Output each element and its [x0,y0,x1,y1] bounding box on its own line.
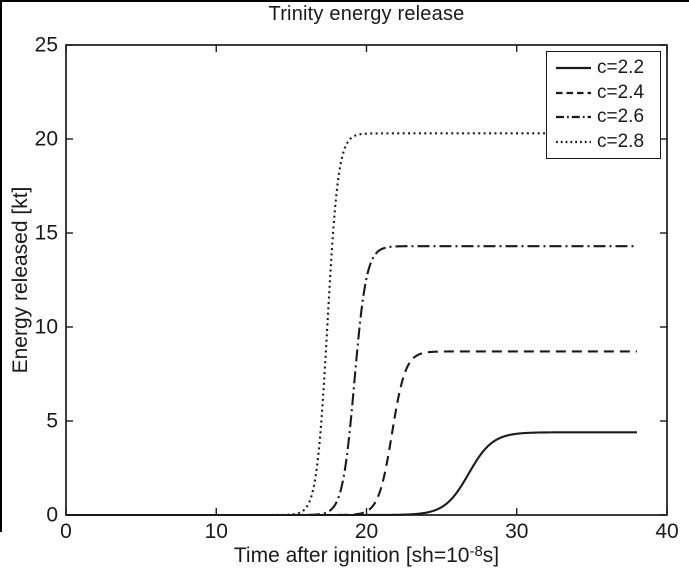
x-axis-label-exponent: -8 [469,543,483,560]
x-tick-label: 40 [655,520,679,543]
curve-c-2-6 [66,245,637,517]
image-border-left [0,0,2,532]
y-tick-label: 5 [46,409,58,433]
legend-entry: c=2.4 [555,82,656,104]
x-axis-label-suffix: s] [482,544,500,567]
x-tick-label: 30 [505,520,529,543]
y-tick-label: 15 [34,221,58,245]
curve-c-2-8 [66,132,637,517]
legend-label: c=2.4 [597,81,645,103]
legend-entry: c=2.6 [555,106,656,128]
y-tick-label: 10 [34,315,58,339]
legend: c=2.2 c=2.4 c=2.6 c=2.8 [546,51,661,159]
legend-entry: c=2.8 [555,131,656,153]
legend-entry: c=2.2 [555,57,656,79]
legend-line-sample-dashed [556,91,591,94]
curve-c-2-4 [66,350,637,517]
x-axis-label: Time after ignition [sh=10-8s] [66,543,667,568]
legend-line-sample-solid [556,67,591,70]
x-tick-label: 20 [354,520,379,543]
legend-line-sample-dotted [556,140,591,143]
curve-c-2-2 [66,431,637,517]
legend-label: c=2.2 [597,57,645,79]
image-border-top [0,0,689,2]
y-axis-label: Energy released [kt] [9,186,32,374]
legend-label: c=2.8 [597,130,645,152]
x-axis-label-text: Time after ignition [sh=10 [233,544,470,567]
legend-label: c=2.6 [597,106,645,128]
x-tick-label: 0 [60,520,72,543]
x-tick-label: 10 [204,520,228,543]
chart-title: Trinity energy release [268,3,465,25]
y-tick-label: 0 [46,503,58,527]
y-tick-label: 25 [34,33,58,57]
y-tick-label: 20 [34,127,58,151]
legend-line-sample-dashdot [556,116,591,119]
